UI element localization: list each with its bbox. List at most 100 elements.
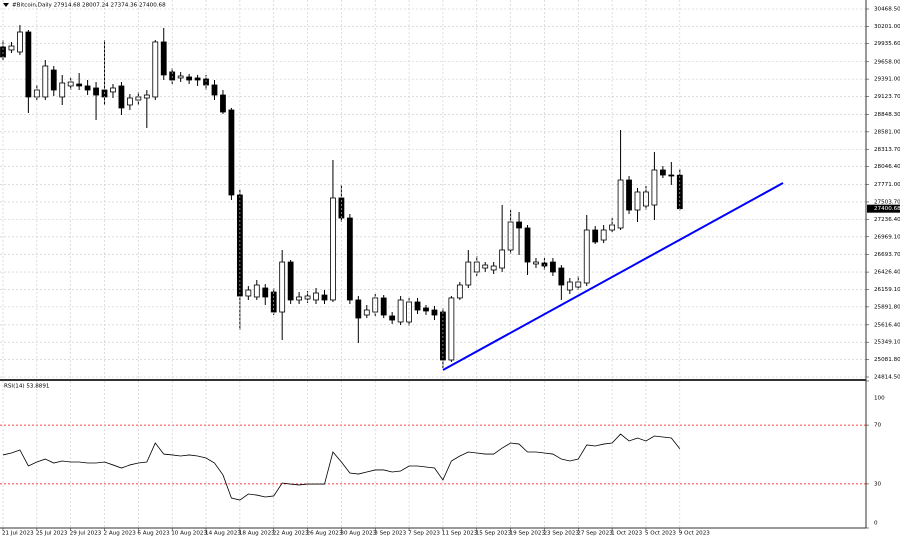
- candle-body: [558, 267, 565, 286]
- candle-body: [626, 179, 632, 211]
- x-tick-label: 11 Sep 2023: [442, 531, 478, 537]
- candle-body: [499, 249, 506, 269]
- y-tick-label: 25891.80: [874, 304, 900, 310]
- candle-body: [93, 87, 99, 96]
- y-tick-label: 29658.00: [874, 59, 900, 65]
- y-tick-label: 28313.70: [874, 147, 900, 153]
- y-tick-label: 26693.70: [874, 252, 900, 258]
- candle-body: [84, 85, 91, 91]
- candle-body: [482, 264, 489, 269]
- y-tick-label: 27503.70: [874, 199, 900, 205]
- y-tick-label: 29123.70: [874, 94, 900, 100]
- candle-body: [448, 297, 455, 361]
- candle-body: [566, 281, 573, 291]
- candle-body: [550, 261, 556, 273]
- candle-body: [380, 297, 387, 316]
- candle-body: [414, 301, 421, 311]
- candle-body: [160, 41, 167, 76]
- x-tick-label: 21 Jul 2023: [2, 531, 34, 537]
- y-tick-label: 70: [874, 423, 882, 429]
- candle-body: [431, 309, 438, 316]
- candle-body: [456, 284, 463, 299]
- candle-body: [321, 294, 328, 301]
- current-price-marker: [867, 204, 900, 213]
- x-tick-label: 15 Sep 2023: [476, 531, 512, 537]
- y-tick-label: 28046.40: [874, 164, 900, 170]
- y-tick-label: 26426.40: [874, 270, 900, 276]
- y-tick-label: 25616.40: [874, 322, 900, 328]
- candle-body: [110, 87, 116, 93]
- candle-body: [177, 75, 184, 79]
- candle-body: [42, 65, 49, 98]
- candle-body: [643, 191, 649, 207]
- y-tick-label: 30468.50: [874, 7, 900, 13]
- x-tick-label: 26 Aug 2023: [307, 531, 343, 537]
- y-tick-label: 27771.00: [874, 182, 900, 188]
- x-tick-label: 5 Oct 2023: [645, 531, 676, 537]
- x-tick-label: 27 Sep 2023: [577, 531, 613, 537]
- candle-body: [465, 261, 472, 286]
- candle-body: [50, 69, 57, 91]
- y-tick-label: 100: [874, 396, 885, 402]
- candle-body: [490, 265, 497, 271]
- candle-body: [389, 315, 396, 321]
- candle-body: [25, 31, 32, 98]
- x-tick-label: 18 Aug 2023: [239, 531, 275, 537]
- x-tick-label: 10 Aug 2023: [171, 531, 207, 537]
- candle-body: [346, 217, 353, 301]
- y-tick-label: 30201.00: [874, 24, 900, 30]
- x-tick-label: 6 Aug 2023: [137, 531, 170, 537]
- candle-body: [279, 261, 286, 313]
- candle-body: [287, 261, 294, 301]
- candle-body: [76, 83, 83, 87]
- candle-body: [186, 76, 193, 81]
- candle-body: [253, 284, 260, 298]
- x-tick-label: 23 Sep 2023: [543, 531, 579, 537]
- candle-body: [355, 299, 362, 319]
- y-tick-label: 29935.60: [874, 41, 900, 47]
- x-tick-label: 19 Sep 2023: [510, 531, 546, 537]
- y-tick-label: 30: [874, 481, 882, 487]
- y-tick-label: 0: [874, 521, 878, 527]
- candle-body: [194, 77, 201, 81]
- trend-line: [442, 182, 784, 371]
- candle-body: [118, 85, 125, 109]
- candle-body: [8, 45, 15, 51]
- x-tick-label: 3 Sep 2023: [374, 531, 406, 537]
- candle-body: [152, 41, 159, 98]
- menu-arrow[interactable]: [3, 3, 9, 7]
- x-tick-label: 1 Oct 2023: [611, 531, 642, 537]
- candle-body: [473, 261, 480, 273]
- candle-body: [245, 289, 252, 297]
- candle-body: [397, 299, 404, 323]
- candle-body: [592, 229, 599, 243]
- y-tick-label: 26969.10: [874, 234, 900, 240]
- candle-body: [296, 296, 303, 301]
- candle-body: [668, 174, 675, 177]
- y-tick-label: 28848.30: [874, 112, 900, 118]
- candle-body: [17, 31, 23, 53]
- x-tick-label: 7 Sep 2023: [408, 531, 440, 537]
- candle-body: [634, 191, 641, 211]
- candle-body: [533, 261, 539, 265]
- candle-body: [363, 309, 370, 316]
- y-tick-label: 24814.50: [874, 375, 900, 381]
- y-tick-label: 25349.10: [874, 340, 900, 346]
- y-tick-label: 29391.00: [874, 77, 900, 83]
- x-tick-label: 22 Aug 2023: [273, 531, 309, 537]
- chart-title: #Bitcoin,Daily 27914.68 28007.24 27374.3…: [12, 3, 166, 9]
- candle-body: [220, 94, 226, 113]
- candle-body: [600, 229, 607, 241]
- x-tick-label: 30 Aug 2023: [340, 531, 376, 537]
- candle-body: [524, 227, 531, 263]
- candle-body: [516, 221, 522, 229]
- candle-body: [211, 84, 218, 96]
- rsi-line: [2, 433, 681, 501]
- candle-body: [583, 229, 590, 284]
- y-tick-label: 28581.00: [874, 129, 900, 135]
- current-price-label: 27400.68: [874, 206, 900, 212]
- y-tick-label: 25081.80: [874, 357, 900, 363]
